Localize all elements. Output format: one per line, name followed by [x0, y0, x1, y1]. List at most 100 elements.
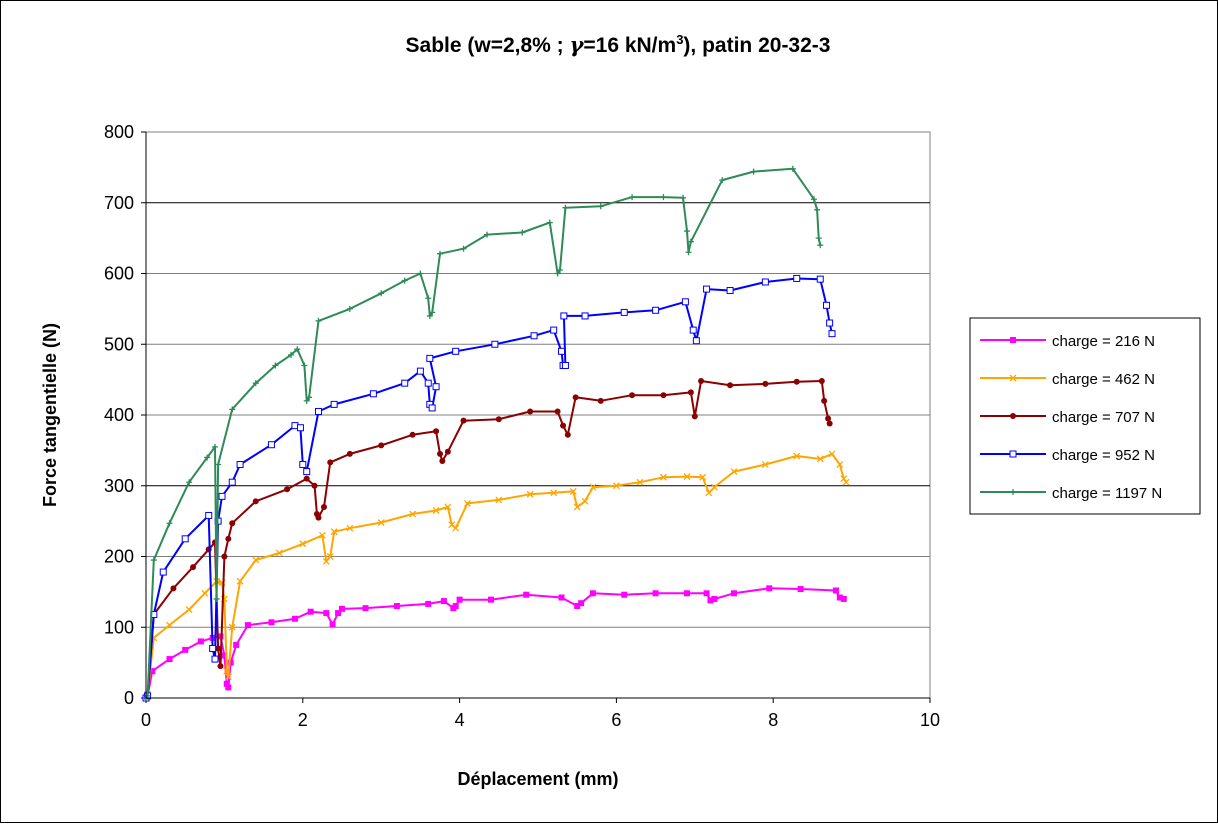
- data-point: [840, 595, 847, 602]
- y-axis-ticks: 0 100 200 300 400 500 600 700 800: [104, 122, 146, 708]
- data-point: [225, 535, 232, 542]
- y-tick-label: 700: [104, 193, 134, 213]
- data-point: [818, 378, 825, 385]
- data-point: [825, 415, 832, 422]
- data-point: [315, 514, 322, 521]
- data-point: [495, 496, 503, 504]
- data-point: [660, 392, 667, 399]
- data-point: [268, 619, 275, 626]
- data-point: [428, 404, 436, 412]
- data-point: [425, 600, 432, 607]
- data-point: [685, 249, 692, 256]
- data-point: [652, 590, 659, 597]
- data-point: [288, 351, 295, 358]
- data-point: [252, 380, 259, 387]
- data-point: [574, 603, 581, 610]
- data-point: [236, 577, 244, 585]
- data-point: [523, 591, 530, 598]
- data-point: [227, 659, 234, 666]
- data-point: [215, 461, 222, 468]
- data-point: [229, 406, 236, 413]
- grid-lines: [146, 131, 930, 628]
- data-point: [832, 587, 839, 594]
- data-point: [296, 424, 304, 432]
- title-superscript: 3: [676, 32, 683, 47]
- x-tick-label: 8: [768, 710, 778, 730]
- data-point: [710, 483, 718, 491]
- x-axis-ticks: 0 2 4 6 8 10: [141, 698, 940, 730]
- data-point: [323, 610, 330, 617]
- data-point: [437, 450, 443, 457]
- data-point: [217, 663, 224, 670]
- data-point: [828, 450, 836, 458]
- legend-item: charge = 1197 N: [980, 485, 1162, 502]
- data-point: [166, 621, 173, 629]
- data-point: [329, 621, 336, 628]
- data-point: [578, 600, 585, 607]
- data-point: [294, 346, 301, 353]
- data-point: [554, 408, 561, 415]
- data-point: [444, 448, 451, 455]
- data-point: [444, 503, 452, 511]
- data-point: [1009, 374, 1017, 382]
- series-line: [145, 587, 845, 699]
- data-point: [335, 610, 342, 617]
- data-point: [306, 394, 313, 401]
- title-tail: ), patin 20-32-3: [683, 34, 830, 57]
- x-tick-label: 0: [141, 710, 151, 730]
- data-point: [378, 290, 385, 297]
- data-point: [452, 524, 460, 532]
- data-point: [793, 378, 800, 385]
- data-point: [225, 684, 232, 691]
- data-point: [561, 361, 569, 369]
- data-point: [228, 623, 236, 631]
- data-point: [182, 646, 189, 653]
- series-layer: [142, 165, 850, 702]
- data-point: [840, 475, 848, 483]
- data-point: [291, 615, 298, 622]
- data-point: [562, 204, 569, 211]
- data-point: [460, 245, 467, 252]
- data-point: [223, 680, 230, 687]
- data-point: [761, 278, 769, 286]
- data-point: [320, 503, 327, 510]
- data-point: [452, 347, 460, 355]
- data-point: [159, 568, 167, 576]
- x-tick-label: 4: [455, 710, 465, 730]
- data-point: [318, 531, 326, 539]
- data-point: [550, 326, 558, 334]
- data-point: [705, 489, 713, 497]
- data-point: [573, 503, 581, 511]
- data-point: [149, 668, 156, 675]
- y-tick-label: 600: [104, 264, 134, 284]
- legend-label: charge = 216 N: [1052, 333, 1155, 350]
- data-point: [426, 312, 433, 319]
- data-point: [303, 475, 310, 482]
- data-point: [215, 645, 222, 652]
- data-point: [484, 231, 491, 238]
- data-point: [526, 490, 534, 498]
- data-point: [550, 489, 558, 497]
- data-point: [823, 301, 831, 309]
- x-tick-label: 2: [298, 710, 308, 730]
- data-point: [564, 431, 571, 438]
- data-point: [417, 270, 424, 277]
- data-point: [307, 608, 314, 615]
- data-point: [816, 275, 824, 283]
- data-point: [1009, 450, 1017, 458]
- data-point: [330, 400, 338, 408]
- data-point: [346, 305, 353, 312]
- legend-label: charge = 1197 N: [1052, 485, 1162, 502]
- data-point: [272, 362, 279, 369]
- data-point: [424, 379, 432, 387]
- data-point: [762, 380, 769, 387]
- data-point: [460, 417, 467, 424]
- data-point: [221, 652, 228, 659]
- data-point: [487, 596, 494, 603]
- data-point: [719, 177, 726, 184]
- data-point: [204, 454, 211, 461]
- data-point: [836, 594, 843, 601]
- data-point: [401, 277, 408, 284]
- y-tick-label: 200: [104, 547, 134, 567]
- data-point: [687, 389, 694, 396]
